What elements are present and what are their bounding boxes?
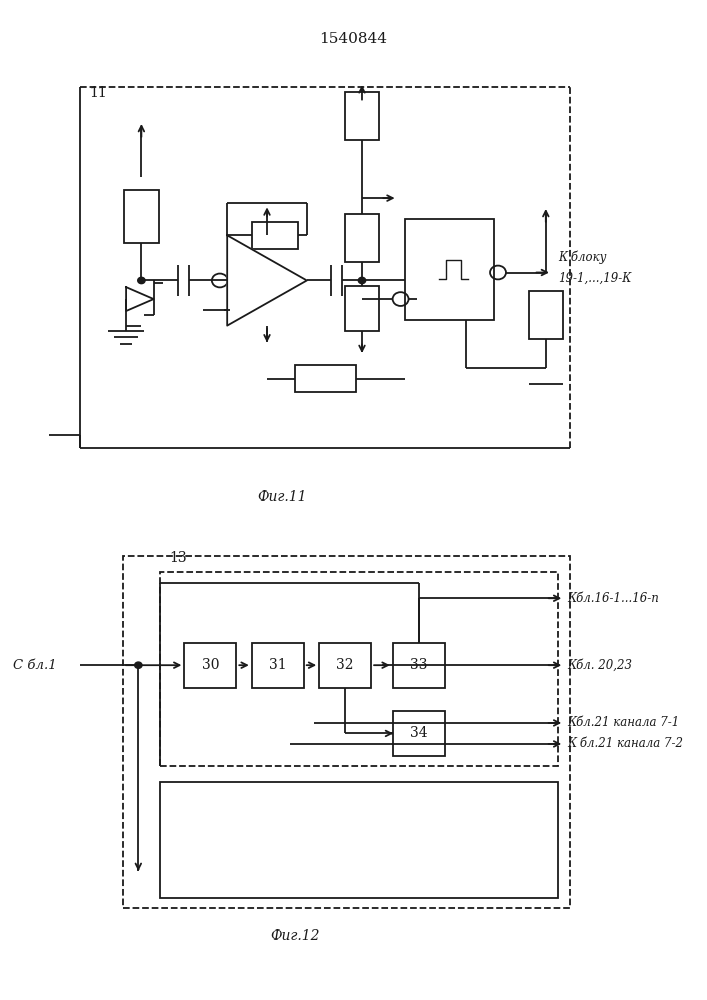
Bar [392, 643, 445, 688]
Circle shape [358, 277, 366, 284]
Text: 11: 11 [89, 86, 107, 100]
Text: Фиг.12: Фиг.12 [270, 928, 320, 942]
Text: 13: 13 [169, 550, 187, 564]
Bar [529, 291, 563, 339]
Text: 31: 31 [269, 658, 286, 672]
Text: Фиг.11: Фиг.11 [257, 490, 307, 504]
Text: 30: 30 [201, 658, 219, 672]
Text: С бл.1: С бл.1 [13, 659, 57, 672]
Text: Кбл.21 канала 7-1: Кбл.21 канала 7-1 [567, 716, 679, 729]
Text: Кбл. 20,23: Кбл. 20,23 [567, 659, 632, 672]
Bar [160, 782, 558, 898]
Bar [345, 286, 379, 331]
Bar [124, 190, 158, 243]
Text: C1: C1 [0, 428, 1, 442]
Bar [405, 219, 493, 320]
Text: Кбл.16-1...16-п: Кбл.16-1...16-п [567, 592, 659, 605]
Bar [123, 556, 571, 908]
Polygon shape [126, 287, 153, 311]
Circle shape [138, 277, 145, 284]
Bar [392, 711, 445, 756]
Bar [319, 643, 371, 688]
Text: 34: 34 [410, 726, 428, 740]
Polygon shape [227, 235, 307, 326]
Bar [252, 222, 298, 249]
Bar [185, 643, 236, 688]
Text: 33: 33 [410, 658, 428, 672]
Bar [160, 572, 558, 766]
Bar [252, 643, 304, 688]
Bar [345, 92, 379, 140]
Bar [295, 365, 356, 392]
Circle shape [134, 662, 142, 668]
Text: 19-1,...,19-К: 19-1,...,19-К [558, 272, 631, 285]
Text: 32: 32 [337, 658, 354, 672]
Text: 1540844: 1540844 [320, 32, 387, 46]
Bar [345, 214, 379, 262]
Text: К блоку: К блоку [558, 250, 607, 264]
Text: К бл.21 канала 7-2: К бл.21 канала 7-2 [567, 737, 683, 750]
